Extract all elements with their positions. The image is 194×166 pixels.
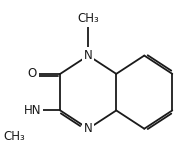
Text: CH₃: CH₃ [77, 12, 99, 26]
Text: HN: HN [23, 104, 41, 117]
Text: N: N [84, 122, 93, 135]
Text: CH₃: CH₃ [4, 129, 26, 143]
Text: O: O [28, 67, 37, 80]
Text: N: N [84, 49, 93, 62]
